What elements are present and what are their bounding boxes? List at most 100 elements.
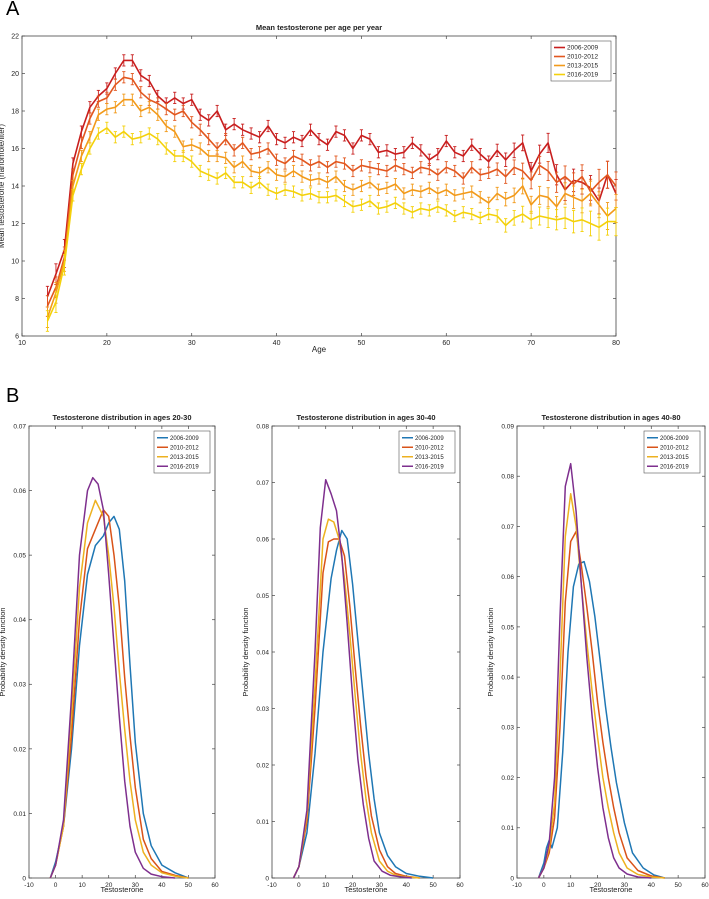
x-tick-label: 20 — [105, 882, 113, 889]
series-line-1 — [46, 59, 617, 297]
y-tick-label: 0.08 — [256, 423, 269, 430]
y-tick-label: 0.05 — [13, 553, 26, 560]
x-tick-label: 50 — [675, 882, 683, 889]
plot-frame — [28, 425, 216, 879]
y-axis-label: Probability density function — [486, 607, 495, 696]
y-tick-label: 10 — [11, 258, 19, 265]
x-tick-label: 40 — [273, 340, 281, 347]
x-tick-label: 80 — [612, 340, 620, 347]
series-line-1 — [292, 529, 434, 879]
y-axis-label: Mean testosterone (nanomole/liter) — [0, 124, 6, 248]
series-line-3 — [49, 499, 189, 879]
legend-label-4: 2016-2019 — [567, 72, 598, 79]
series-line-3 — [292, 518, 420, 879]
legend-label-3: 2013-2015 — [567, 63, 598, 70]
y-axis-label: Probability density function — [241, 607, 250, 696]
x-tick-label: -10 — [24, 882, 34, 889]
y-tick-label: 0.07 — [256, 480, 269, 487]
series-line-3 — [46, 98, 617, 318]
chart-3: Testosterone distribution in ages 30-40 -… — [241, 413, 464, 894]
chart-title: Testosterone distribution in ages 20-30 — [52, 413, 191, 422]
y-tick-label: 0.01 — [13, 811, 26, 818]
x-tick-label: 0 — [297, 882, 301, 889]
y-tick-label: 0.04 — [501, 675, 514, 682]
y-tick-label: 12 — [11, 221, 19, 228]
x-tick-label: 60 — [456, 882, 464, 889]
series-line-4 — [292, 478, 412, 879]
x-tick-label: 10 — [18, 340, 26, 347]
series-line-3 — [537, 493, 665, 879]
legend-label-1: 2006-2009 — [567, 45, 598, 52]
y-tick-label: 0.04 — [256, 649, 269, 656]
panel-label-b: B — [6, 385, 20, 407]
chart-title: Mean testosterone per age per year — [256, 23, 382, 32]
x-tick-label: 30 — [132, 882, 140, 889]
x-tick-label: 60 — [701, 882, 709, 889]
x-tick-label: -10 — [267, 882, 277, 889]
y-tick-label: 16 — [11, 146, 19, 153]
x-tick-label: 60 — [211, 882, 219, 889]
x-tick-label: 10 — [322, 882, 330, 889]
legend-label-3: 2013-2015 — [415, 455, 444, 461]
x-tick-label: 40 — [403, 882, 411, 889]
plot-frame — [271, 425, 461, 879]
legend-label-1: 2006-2009 — [660, 436, 689, 442]
y-tick-label: 18 — [11, 108, 19, 115]
x-tick-label: 50 — [358, 340, 366, 347]
y-tick-label: 0.02 — [256, 762, 269, 769]
chart-title: Testosterone distribution in ages 40-80 — [541, 413, 680, 422]
x-tick-label: 30 — [621, 882, 629, 889]
y-tick-label: 0.09 — [501, 423, 514, 430]
x-tick-label: 50 — [430, 882, 438, 889]
y-tick-label: 0 — [265, 875, 269, 882]
y-tick-label: 0.07 — [13, 423, 26, 430]
x-axis-label: Testosterone — [101, 885, 144, 894]
chart-title: Testosterone distribution in ages 30-40 — [296, 413, 435, 422]
panel-label-a: A — [6, 0, 20, 20]
series-line-2 — [292, 538, 420, 879]
legend-label-2: 2010-2012 — [415, 445, 444, 451]
x-tick-label: 60 — [442, 340, 450, 347]
y-tick-label: 0 — [22, 875, 26, 882]
legend-label-3: 2013-2015 — [660, 455, 689, 461]
x-tick-label: 40 — [648, 882, 656, 889]
y-tick-label: 0.02 — [501, 775, 514, 782]
y-tick-label: 6 — [15, 333, 19, 340]
y-tick-label: 0.06 — [501, 574, 514, 581]
legend-label-1: 2006-2009 — [170, 436, 199, 442]
x-tick-label: 10 — [79, 882, 87, 889]
x-tick-label: 70 — [527, 340, 535, 347]
chart-2: Testosterone distribution in ages 20-30 -… — [0, 413, 219, 894]
chart-1: Mean testosterone per age per year 10 20 30… — [0, 23, 620, 354]
x-axis-label: Testosterone — [345, 885, 388, 894]
x-axis-label: Age — [312, 345, 327, 354]
x-tick-label: 20 — [349, 882, 357, 889]
y-tick-label: 8 — [15, 296, 19, 303]
y-tick-label: 0.03 — [256, 706, 269, 713]
x-tick-label: 10 — [567, 882, 575, 889]
legend-label-2: 2010-2012 — [567, 54, 598, 61]
series-line-4 — [46, 127, 616, 322]
y-tick-label: 14 — [11, 183, 19, 190]
series-line-1 — [49, 515, 189, 879]
x-tick-label: 40 — [158, 882, 166, 889]
y-tick-label: 0.02 — [13, 746, 26, 753]
y-tick-label: 0.05 — [256, 593, 269, 600]
y-tick-label: 0.04 — [13, 617, 26, 624]
y-tick-label: 0.03 — [501, 725, 514, 732]
y-tick-label: 22 — [11, 33, 19, 40]
y-axis-label: Probability density function — [0, 607, 7, 696]
series-line-2 — [49, 509, 189, 879]
series-line-4 — [537, 462, 652, 879]
series-line-2 — [537, 530, 665, 879]
x-tick-label: 20 — [594, 882, 602, 889]
legend-label-2: 2010-2012 — [170, 445, 199, 451]
x-tick-label: 50 — [185, 882, 193, 889]
series-line-2 — [46, 76, 617, 307]
y-tick-label: 0.03 — [13, 682, 26, 689]
y-tick-label: 0.07 — [501, 524, 514, 531]
legend-label-1: 2006-2009 — [415, 436, 444, 442]
x-tick-label: 0 — [542, 882, 546, 889]
y-tick-label: 20 — [11, 71, 19, 78]
legend-label-4: 2016-2019 — [415, 464, 444, 470]
